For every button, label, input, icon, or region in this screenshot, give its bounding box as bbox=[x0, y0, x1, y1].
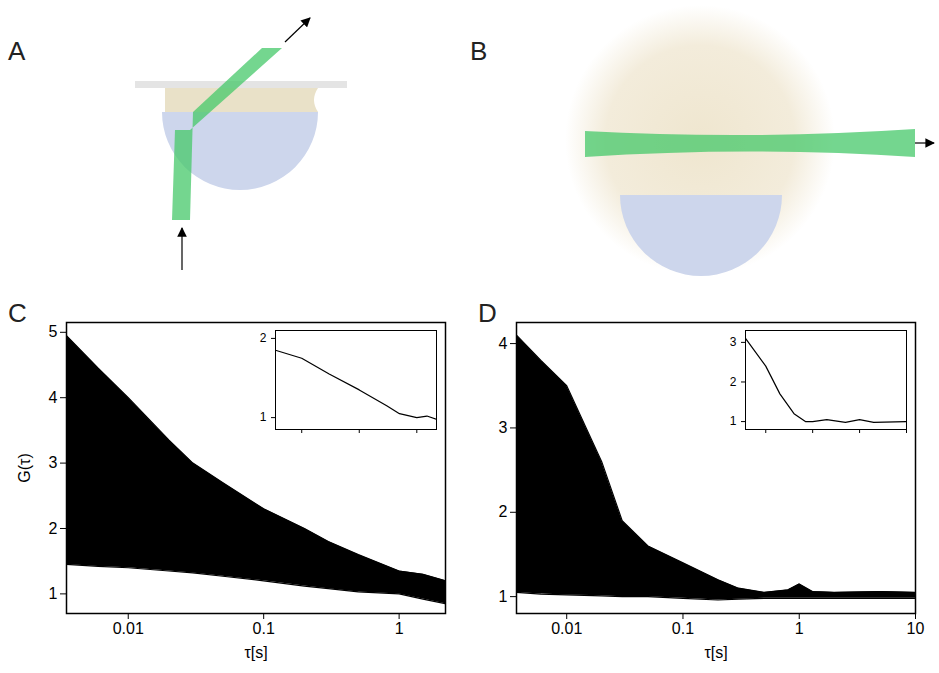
svg-text:2: 2 bbox=[499, 503, 508, 520]
svg-text:2: 2 bbox=[260, 331, 267, 345]
svg-text:4: 4 bbox=[49, 389, 58, 406]
svg-text:3: 3 bbox=[499, 419, 508, 436]
svg-text:0.1: 0.1 bbox=[253, 620, 275, 637]
svg-text:0.01: 0.01 bbox=[551, 620, 582, 637]
svg-text:3: 3 bbox=[49, 454, 58, 471]
html-text:C: C bbox=[8, 298, 27, 328]
svg-text:1: 1 bbox=[395, 620, 404, 637]
svg-text:1: 1 bbox=[260, 410, 267, 424]
html-text:D: D bbox=[478, 298, 497, 328]
svg-text:4: 4 bbox=[499, 335, 508, 352]
svg-text:1: 1 bbox=[499, 588, 508, 605]
svg-text:10: 10 bbox=[907, 620, 925, 637]
svg-text:0.1: 0.1 bbox=[672, 620, 694, 637]
html-text:A: A bbox=[8, 36, 26, 66]
svg-text:G(τ): G(τ) bbox=[16, 453, 33, 482]
svg-text:3: 3 bbox=[730, 335, 737, 349]
svg-text:2: 2 bbox=[730, 375, 737, 389]
html-text:B: B bbox=[470, 36, 488, 66]
svg-text:1: 1 bbox=[49, 585, 58, 602]
svg-text:2: 2 bbox=[49, 520, 58, 537]
svg-text:0.01: 0.01 bbox=[113, 620, 144, 637]
svg-text:1: 1 bbox=[795, 620, 804, 637]
svg-text:τ[s]: τ[s] bbox=[244, 644, 267, 661]
svg-text:τ[s]: τ[s] bbox=[704, 644, 727, 661]
svg-text:5: 5 bbox=[49, 323, 58, 340]
svg-text:1: 1 bbox=[730, 414, 737, 428]
